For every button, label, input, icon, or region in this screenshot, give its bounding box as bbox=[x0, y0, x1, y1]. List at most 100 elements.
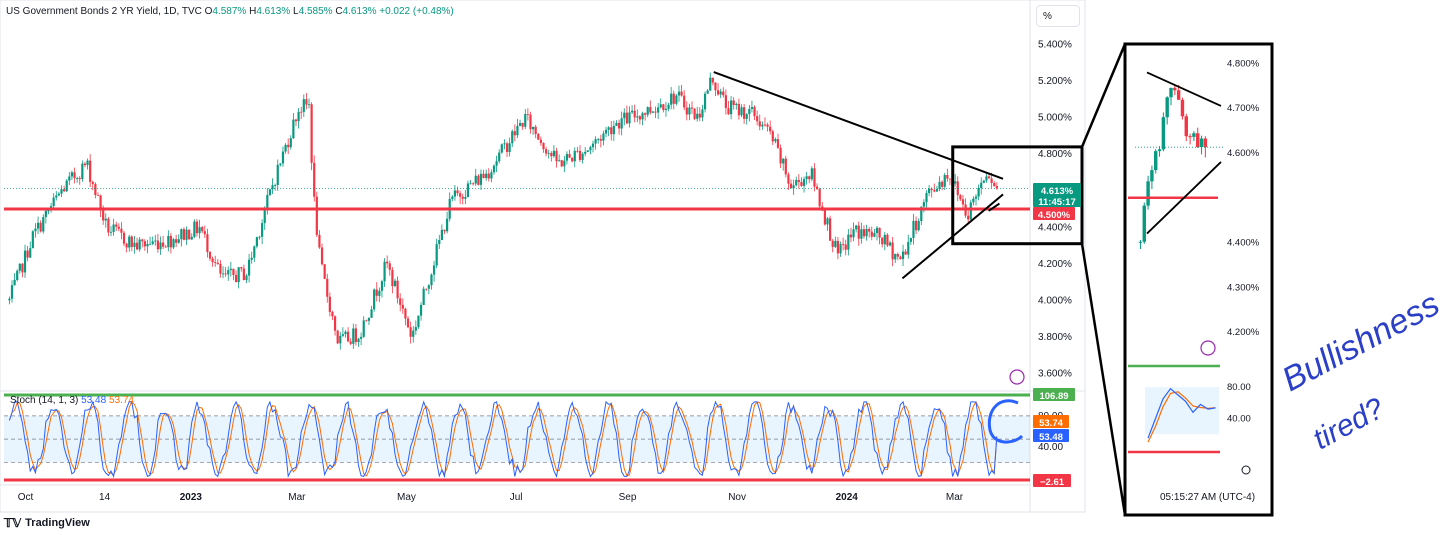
candle-body bbox=[227, 270, 230, 275]
candle-body bbox=[461, 196, 464, 199]
candle-body bbox=[294, 119, 298, 122]
candle-body bbox=[878, 227, 881, 238]
candle-body bbox=[933, 190, 936, 192]
candle-body bbox=[26, 250, 29, 258]
candle-body bbox=[367, 317, 371, 321]
candle-body bbox=[440, 229, 443, 240]
candle-body bbox=[268, 189, 272, 196]
candle-body bbox=[529, 114, 532, 130]
candle-body bbox=[727, 108, 730, 115]
candle-body bbox=[305, 99, 308, 105]
candle-body bbox=[151, 241, 154, 244]
candle-body bbox=[224, 273, 227, 275]
zoom-stoch-band bbox=[1145, 387, 1219, 435]
candle-body bbox=[560, 160, 563, 167]
candle-body bbox=[44, 210, 47, 218]
candle-body bbox=[531, 126, 535, 130]
candle-body bbox=[141, 239, 144, 242]
candle-body bbox=[750, 106, 754, 109]
candle-body bbox=[86, 160, 89, 166]
upper-trendline bbox=[713, 71, 1004, 180]
candle-body bbox=[65, 180, 68, 192]
candle-body bbox=[482, 173, 485, 179]
candle-body bbox=[266, 195, 269, 211]
zoom-price-tick: 4.200% bbox=[1227, 327, 1260, 338]
candle-body bbox=[159, 242, 162, 250]
candle-body bbox=[904, 251, 907, 255]
candle-body bbox=[610, 127, 613, 135]
candle-body bbox=[211, 258, 214, 263]
stoch-k-badge-text: 53.48 bbox=[1039, 432, 1063, 443]
candle-body bbox=[617, 122, 621, 129]
candle-body bbox=[453, 190, 457, 197]
candle-body bbox=[122, 232, 126, 244]
candle-body bbox=[279, 163, 282, 165]
candle-body bbox=[883, 234, 886, 245]
candle-body bbox=[852, 229, 855, 238]
candle-body bbox=[81, 163, 84, 180]
candle-body bbox=[657, 107, 660, 113]
candle-body bbox=[96, 195, 100, 196]
stoch-k-value: 53.48 bbox=[81, 395, 107, 406]
candle-body bbox=[216, 262, 219, 264]
candle-body bbox=[511, 131, 514, 144]
annotation-line-1: Bullishness bbox=[1276, 285, 1446, 399]
candle-body bbox=[625, 112, 628, 124]
close-value: 4.613% bbox=[342, 6, 377, 17]
candle-body bbox=[221, 273, 225, 275]
candle-body bbox=[920, 206, 923, 221]
candle-body bbox=[714, 82, 717, 91]
tradingview-branding[interactable]: 𝕋𝕍 TradingView bbox=[4, 516, 90, 530]
candle-body bbox=[117, 226, 120, 229]
candle-body bbox=[487, 173, 490, 179]
candle-body bbox=[315, 196, 318, 235]
candle-body bbox=[172, 239, 175, 248]
candle-body bbox=[787, 174, 790, 184]
zoom-candle-body bbox=[1146, 181, 1150, 206]
candle-body bbox=[716, 90, 720, 95]
high-label: H bbox=[249, 6, 257, 17]
close-label: C bbox=[335, 6, 343, 17]
candle-body bbox=[607, 127, 610, 130]
candle-body bbox=[255, 237, 259, 247]
candle-body bbox=[518, 122, 522, 126]
candle-body bbox=[466, 183, 470, 197]
time-tick-label: 2024 bbox=[836, 492, 859, 503]
price-tick-label: 3.800% bbox=[1038, 332, 1072, 343]
candle-body bbox=[706, 90, 709, 94]
stochastic-pane bbox=[0, 369, 1085, 482]
candle-body bbox=[628, 112, 631, 124]
candle-body bbox=[563, 160, 566, 167]
candle-body bbox=[208, 251, 212, 259]
unit-toggle-button[interactable]: % bbox=[1036, 5, 1080, 27]
zoom-candle-body bbox=[1138, 241, 1143, 243]
candle-body bbox=[386, 261, 389, 264]
candle-body bbox=[336, 330, 339, 344]
candle-body bbox=[138, 239, 141, 250]
candle-body bbox=[430, 274, 433, 286]
candle-body bbox=[641, 113, 644, 120]
candle-body bbox=[967, 215, 970, 220]
stoch-label: Stoch (14, 1, 3) bbox=[10, 395, 79, 406]
candle-body bbox=[485, 173, 488, 179]
candle-body bbox=[261, 223, 264, 237]
candle-body bbox=[987, 176, 991, 179]
candle-body bbox=[675, 95, 678, 104]
candle-body bbox=[427, 285, 430, 289]
candle-body bbox=[167, 235, 170, 248]
candle-body bbox=[383, 261, 386, 282]
candle-body bbox=[912, 220, 915, 239]
candle-body bbox=[737, 103, 741, 116]
candle-body bbox=[203, 231, 206, 235]
candle-body bbox=[352, 328, 355, 344]
candle-body bbox=[146, 243, 149, 247]
zoom-stoch-d-line bbox=[1147, 391, 1216, 443]
candle-body bbox=[414, 327, 417, 331]
candle-body bbox=[242, 268, 245, 281]
time-tick-label: Nov bbox=[728, 492, 746, 503]
candle-body bbox=[469, 183, 472, 185]
candle-body bbox=[120, 228, 123, 233]
symbol-legend: US Government Bonds 2 YR Yield, 1D, TVC … bbox=[6, 6, 454, 17]
candle-body bbox=[57, 193, 60, 196]
